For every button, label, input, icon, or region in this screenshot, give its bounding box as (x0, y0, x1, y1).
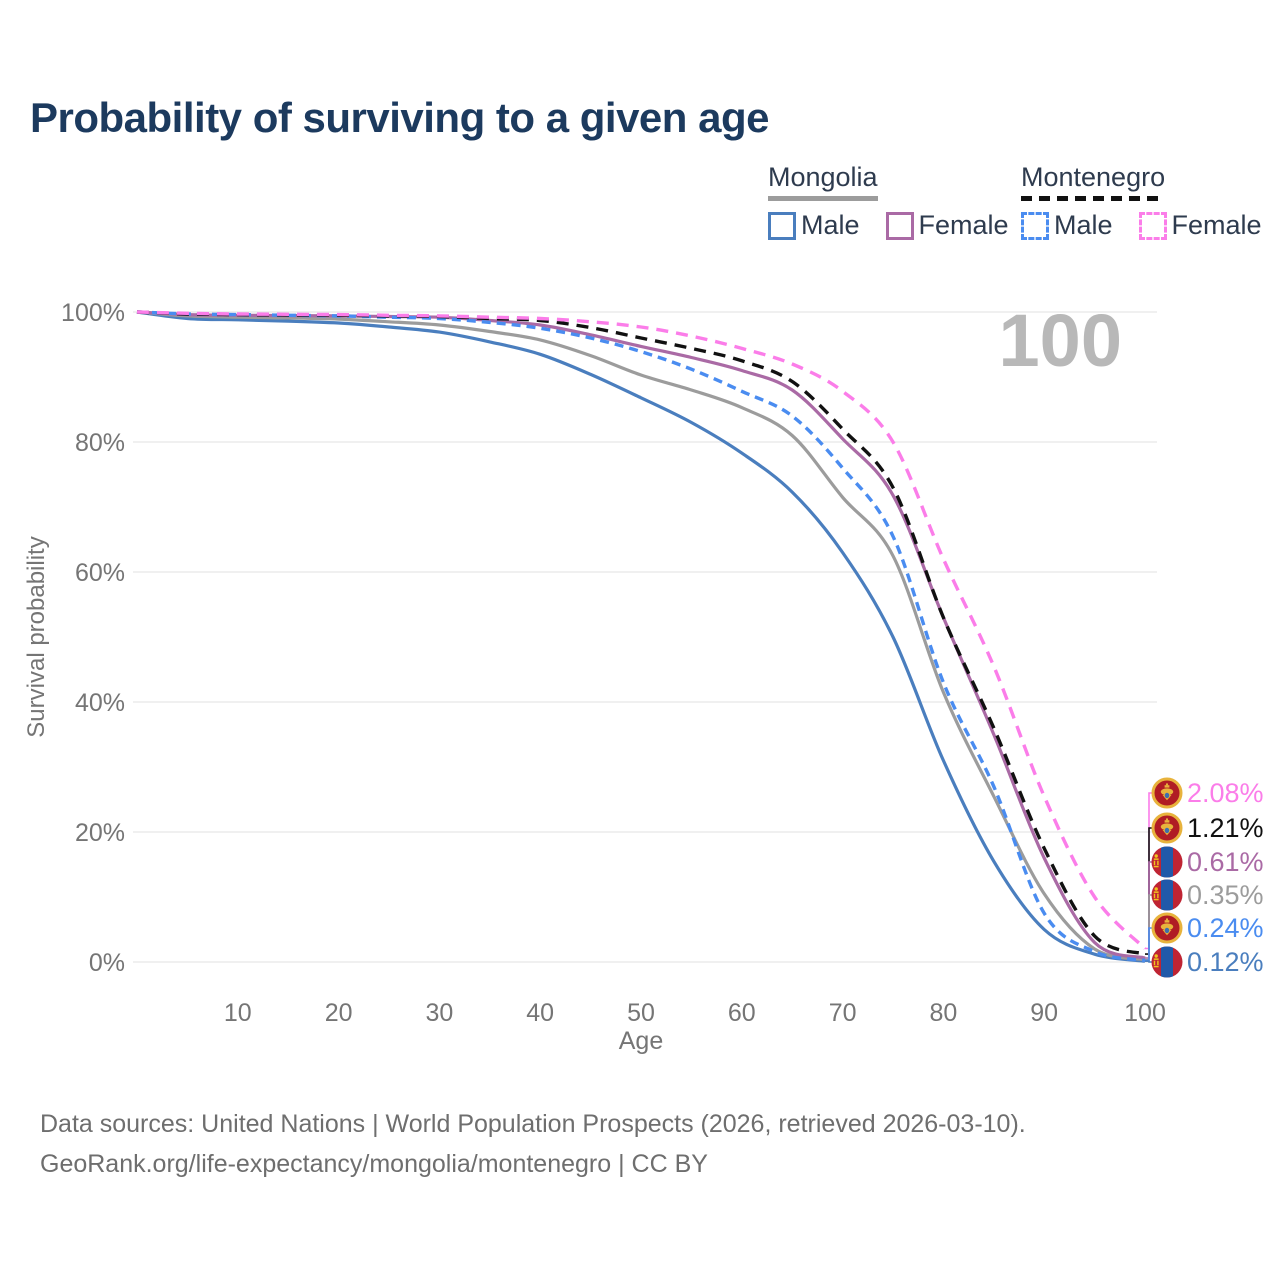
attribution-line: GeoRank.org/life-expectancy/mongolia/mon… (40, 1150, 708, 1178)
mongolia-male-swatch-icon (768, 211, 796, 240)
legend-group-montenegro: Montenegro Male Female (1021, 162, 1262, 241)
legend-country-mongolia[interactable]: Mongolia (768, 162, 878, 201)
age-watermark: 100 (999, 299, 1122, 382)
mongolia-line-sample (768, 196, 878, 201)
x-tick-label: 80 (929, 999, 957, 1027)
mongolia-female-swatch-icon (885, 211, 914, 240)
y-tick-label: 60% (75, 559, 125, 587)
survival-curve-montenegro-total[interactable] (136, 310, 1146, 956)
survival-curve-montenegro-female[interactable] (136, 310, 1147, 950)
x-tick-label: 30 (425, 999, 453, 1027)
x-tick-label: 50 (627, 999, 655, 1027)
legend-entries: Male Female (1021, 210, 1262, 241)
leader-line-mongolia-male (1145, 960, 1152, 963)
end-value-label-mongolia-male: 0.12% (1187, 947, 1264, 977)
leader-line-montenegro-male (1145, 927, 1152, 962)
montenegro-female-swatch-icon (1138, 211, 1167, 240)
y-tick-label: 0% (89, 949, 125, 977)
y-tick-label: 40% (75, 689, 125, 717)
legend-country-label: Montenegro (1021, 162, 1166, 192)
legend: Mongolia Male Female Montenegro (0, 162, 1280, 252)
mongolia-flag-icon (1151, 846, 1183, 878)
x-tick-label: 70 (829, 999, 857, 1027)
legend-entry-mongolia-male[interactable]: Male (768, 210, 860, 241)
legend-entry-label: Male (1054, 210, 1113, 240)
end-value-label-mongolia-total: 0.35% (1187, 880, 1264, 910)
y-tick-label: 20% (75, 819, 125, 847)
x-tick-label: 60 (728, 999, 756, 1027)
legend-entry-label: Male (801, 210, 860, 240)
curves-layer (136, 310, 1147, 963)
y-tick-label: 100% (61, 299, 125, 327)
survival-curve-mongolia-total[interactable] (136, 310, 1146, 962)
legend-entry-label: Female (1171, 210, 1262, 240)
montenegro-flag-icon (1151, 912, 1183, 944)
footer: Data sources: United Nations | World Pop… (40, 1104, 1026, 1184)
montenegro-flag-icon (1151, 777, 1183, 809)
data-sources-line: Data sources: United Nations | World Pop… (40, 1110, 1026, 1138)
end-value-label-montenegro-male: 0.24% (1187, 913, 1264, 943)
end-value-label-mongolia-female: 0.61% (1187, 847, 1264, 877)
legend-entry-label: Female (918, 210, 1009, 240)
end-value-label-montenegro-total: 1.21% (1187, 813, 1264, 843)
x-tick-label: 100 (1124, 999, 1166, 1027)
legend-entry-montenegro-male[interactable]: Male (1021, 210, 1113, 241)
x-tick-label: 20 (325, 999, 353, 1027)
y-tick-label: 80% (75, 429, 125, 457)
end-value-label-montenegro-female: 2.08% (1187, 778, 1264, 808)
legend-entries: Male Female (768, 210, 1009, 241)
legend-group-mongolia: Mongolia Male Female (768, 162, 1009, 241)
montenegro-flag-icon (1151, 812, 1183, 844)
legend-country-montenegro[interactable]: Montenegro (1021, 162, 1166, 201)
survival-curve-mongolia-male[interactable] (136, 310, 1146, 963)
x-tick-label: 10 (224, 999, 252, 1027)
legend-entry-montenegro-female[interactable]: Female (1138, 210, 1262, 241)
mongolia-flag-icon (1151, 946, 1183, 978)
legend-country-label: Mongolia (768, 162, 878, 192)
montenegro-male-swatch-icon (1021, 211, 1049, 240)
page-title: Probability of surviving to a given age (30, 94, 769, 141)
y-axis-title: Survival probability (23, 536, 50, 737)
legend-entry-mongolia-female[interactable]: Female (885, 210, 1009, 241)
mongolia-flag-icon (1151, 879, 1183, 911)
x-tick-label: 90 (1030, 999, 1058, 1027)
x-tick-label: 40 (526, 999, 554, 1027)
x-axis-title: Age (619, 1027, 663, 1055)
montenegro-line-sample (1021, 196, 1166, 201)
